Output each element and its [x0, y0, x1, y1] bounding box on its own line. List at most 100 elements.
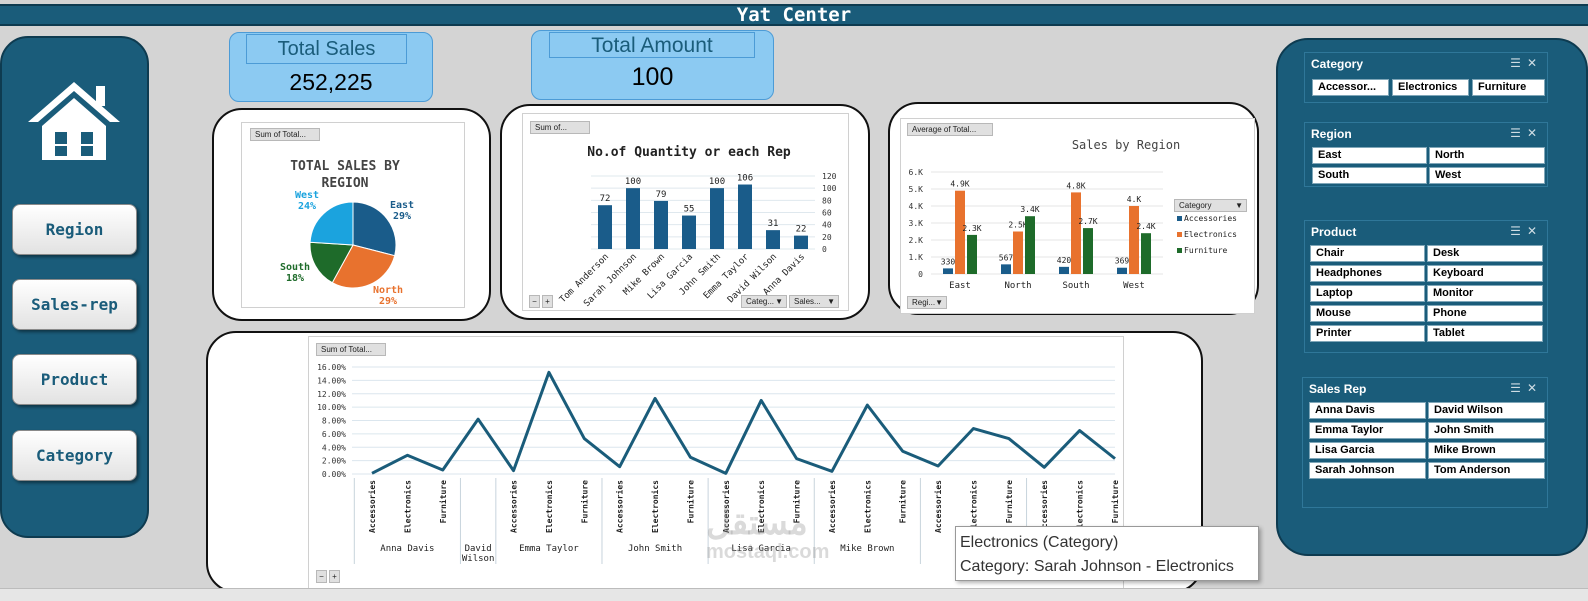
region-data-label: 2.3K — [962, 224, 981, 233]
rep-bar — [738, 184, 752, 249]
pie-slice-west — [309, 201, 354, 246]
rep-bar — [766, 230, 780, 249]
slicer-item-sarah-johnson[interactable]: Sarah Johnson — [1309, 462, 1426, 479]
category-slicer-title: Category — [1311, 57, 1364, 71]
region-ytick-label: 3.K — [909, 219, 924, 228]
slicer-item-emma-taylor[interactable]: Emma Taylor — [1309, 422, 1426, 439]
region-chart-title: Sales by Region — [1072, 138, 1180, 152]
pie-title-line: REGION — [322, 176, 369, 191]
line-category-label: Furniture — [1110, 480, 1120, 524]
collapse-icon[interactable]: − — [529, 295, 540, 308]
line-ytick-label: 0.00% — [322, 470, 346, 479]
region-bar-electronics — [1071, 192, 1081, 274]
slicer-item-keyboard[interactable]: Keyboard — [1427, 265, 1543, 282]
line-category-label: Electronics — [862, 480, 872, 533]
slicer-item-electronics[interactable]: Electronics — [1392, 79, 1469, 96]
line-category-label: Furniture — [1004, 480, 1014, 524]
tooltip-line-2: Category: Sarah Johnson - Electronics — [960, 558, 1234, 575]
rep-sales-field-button[interactable]: Sales... ▼ — [789, 295, 839, 308]
slicer-item-furniture[interactable]: Furniture — [1472, 79, 1545, 96]
slicer-item-east[interactable]: East — [1312, 147, 1427, 164]
rep-sales-field-label: Sales... — [794, 297, 821, 306]
line-group-label: Lisa Garcia — [731, 544, 791, 554]
expand-icon[interactable]: + — [329, 570, 340, 583]
rep-data-label: 55 — [684, 205, 695, 215]
category-nav-button[interactable]: Category — [12, 430, 137, 481]
slicer-item-john-smith[interactable]: John Smith — [1428, 422, 1545, 439]
region-bar-furniture — [1025, 216, 1035, 274]
line-field-button[interactable]: Sum of Total... — [316, 343, 386, 356]
line-group-label: Emma Taylor — [519, 544, 579, 554]
region-bar-accessories — [1117, 267, 1127, 274]
region-ytick-label: 0 — [918, 270, 923, 279]
line-ytick-label: 6.00% — [322, 430, 346, 439]
rep-category-field-button[interactable]: Categ... ▼ — [741, 295, 787, 308]
category-slicer: Category ☰✕ Accessor... Electronics Furn… — [1304, 52, 1548, 103]
region-legend-field-button[interactable]: Category ▼ — [1174, 199, 1247, 212]
product-nav-button[interactable]: Product — [12, 354, 137, 405]
slicer-item-monitor[interactable]: Monitor — [1427, 285, 1543, 302]
slicer-item-tom-anderson[interactable]: Tom Anderson — [1428, 462, 1545, 479]
pie-field-button[interactable]: Sum of Total... — [250, 128, 320, 141]
rep-data-label: 72 — [600, 194, 611, 204]
pie-chart-area: Sum of Total... TOTAL SALES BY REGION East… — [241, 122, 465, 308]
slicer-item-west[interactable]: West — [1429, 167, 1545, 184]
line-category-label: Furniture — [579, 480, 589, 524]
slicer-item-lisa-garcia[interactable]: Lisa Garcia — [1309, 442, 1426, 459]
line-group-label: Wilson — [462, 554, 495, 564]
collapse-icon[interactable]: − — [316, 570, 327, 583]
region-axis-field-button[interactable]: Regi... ▼ — [907, 296, 947, 309]
multi-select-icon[interactable]: ☰ — [1510, 56, 1527, 70]
pie-slice-south — [309, 241, 354, 284]
slicer-item-anna-davis[interactable]: Anna Davis — [1309, 402, 1426, 419]
pie-label-value: 29% — [379, 296, 397, 307]
multi-select-icon[interactable]: ☰ — [1510, 381, 1527, 395]
rep-data-label: 100 — [625, 177, 641, 187]
slicer-item-headphones[interactable]: Headphones — [1310, 265, 1425, 282]
region-xtick-label: West — [1123, 281, 1145, 291]
slicer-item-chair[interactable]: Chair — [1310, 245, 1425, 262]
region-legend-swatch — [1177, 216, 1182, 221]
region-bar-electronics — [1129, 206, 1139, 274]
slicer-item-north[interactable]: North — [1429, 147, 1545, 164]
pie-label-name: North — [373, 285, 403, 296]
line-ytick-label: 2.00% — [322, 457, 346, 466]
line-category-label: Furniture — [792, 480, 802, 524]
region-slicer-title: Region — [1311, 127, 1352, 141]
slicer-item-tablet[interactable]: Tablet — [1427, 325, 1543, 342]
slicer-item-david-wilson[interactable]: David Wilson — [1428, 402, 1545, 419]
region-data-label: 420 — [1057, 256, 1072, 265]
expand-icon[interactable]: + — [542, 295, 553, 308]
home-icon[interactable] — [24, 78, 124, 162]
clear-filter-icon[interactable]: ✕ — [1526, 224, 1543, 238]
slicer-item-desk[interactable]: Desk — [1427, 245, 1543, 262]
multi-select-icon[interactable]: ☰ — [1510, 126, 1527, 140]
sales-by-region-area: Average of Total... Sales by Region 0 1.K 2… — [900, 118, 1255, 314]
clear-filter-icon[interactable]: ✕ — [1526, 126, 1543, 140]
slicer-item-laptop[interactable]: Laptop — [1310, 285, 1425, 302]
slicer-item-mike-brown[interactable]: Mike Brown — [1428, 442, 1545, 459]
multi-select-icon[interactable]: ☰ — [1510, 224, 1527, 238]
pie-label-name: South — [280, 262, 310, 273]
region-bar-furniture — [1083, 228, 1093, 274]
region-nav-button[interactable]: Region — [12, 204, 137, 255]
line-category-label: Accessories — [827, 480, 837, 533]
slicer-item-printer[interactable]: Printer — [1310, 325, 1425, 342]
sales-rep-nav-button[interactable]: Sales-rep — [12, 279, 137, 330]
slicer-item-phone[interactable]: Phone — [1427, 305, 1543, 322]
clear-filter-icon[interactable]: ✕ — [1526, 56, 1543, 70]
rep-quantity-card: Sum of... No.of Quantity or each Rep 0 20 4… — [500, 104, 870, 320]
slicer-item-mouse[interactable]: Mouse — [1310, 305, 1425, 322]
region-axis-field-label: Regi... — [912, 298, 936, 307]
rep-ytick-label: 20 — [822, 233, 832, 242]
rep-bar — [626, 188, 640, 249]
region-value-field-button[interactable]: Average of Total... — [907, 123, 993, 136]
region-bar-furniture — [967, 234, 977, 274]
region-slicer: Region ☰✕ East North South West — [1304, 122, 1548, 187]
rep-data-label: 79 — [656, 190, 667, 200]
clear-filter-icon[interactable]: ✕ — [1526, 381, 1543, 395]
slicer-item-accessories[interactable]: Accessor... — [1312, 79, 1389, 96]
pie-label-name: West — [295, 190, 319, 201]
slicer-item-south[interactable]: South — [1312, 167, 1427, 184]
rep-field-button[interactable]: Sum of... — [530, 121, 590, 134]
